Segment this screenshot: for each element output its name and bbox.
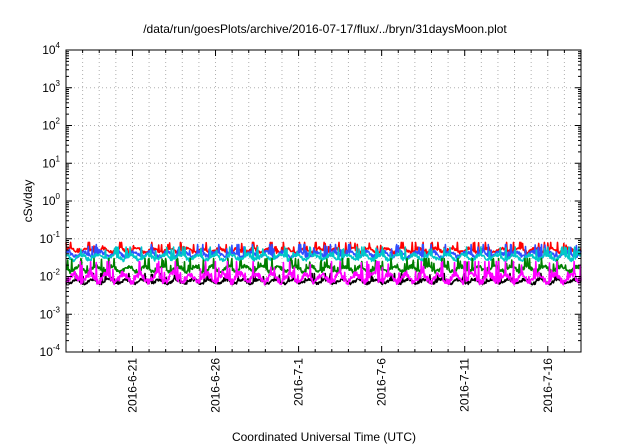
series-line bbox=[65, 260, 582, 286]
y-tick-label: 10-2 bbox=[40, 268, 61, 284]
y-axis: 10-4 10-3 10-2 10-1 100 101 102 103 104 bbox=[40, 41, 581, 359]
x-tick-label: 2016-6-21 bbox=[125, 358, 139, 413]
x-axis-label: Coordinated Universal Time (UTC) bbox=[232, 430, 416, 444]
x-tick-label: 2016-7-6 bbox=[375, 358, 389, 406]
y-axis-label: cSv/day bbox=[21, 180, 35, 223]
y-tick-label: 103 bbox=[42, 79, 60, 95]
x-tick-label: 2016-7-11 bbox=[458, 358, 472, 412]
series-line bbox=[65, 241, 582, 255]
x-axis: 2016-6-21 2016-6-26 2016-7-1 2016-7-6 2016-7… bbox=[82, 50, 565, 413]
series-line bbox=[65, 246, 582, 263]
chart-title: /data/run/goesPlots/archive/2016-07-17/f… bbox=[143, 22, 507, 36]
y-tick-label: 10-3 bbox=[40, 305, 61, 321]
y-tick-label: 10-4 bbox=[40, 343, 61, 359]
y-tick-label: 102 bbox=[42, 117, 60, 133]
y-tick-label: 100 bbox=[42, 192, 60, 208]
y-tick-label: 10-1 bbox=[40, 230, 61, 246]
plot-frame bbox=[65, 49, 582, 353]
series-line bbox=[65, 257, 582, 275]
x-tick-label: 2016-7-1 bbox=[292, 358, 306, 406]
y-tick-label: 104 bbox=[42, 41, 60, 57]
grid bbox=[66, 50, 581, 352]
x-tick-label: 2016-6-26 bbox=[209, 358, 223, 413]
series-layer bbox=[65, 241, 582, 286]
y-tick-label: 101 bbox=[42, 154, 60, 170]
x-tick-label: 2016-7-16 bbox=[541, 358, 555, 413]
